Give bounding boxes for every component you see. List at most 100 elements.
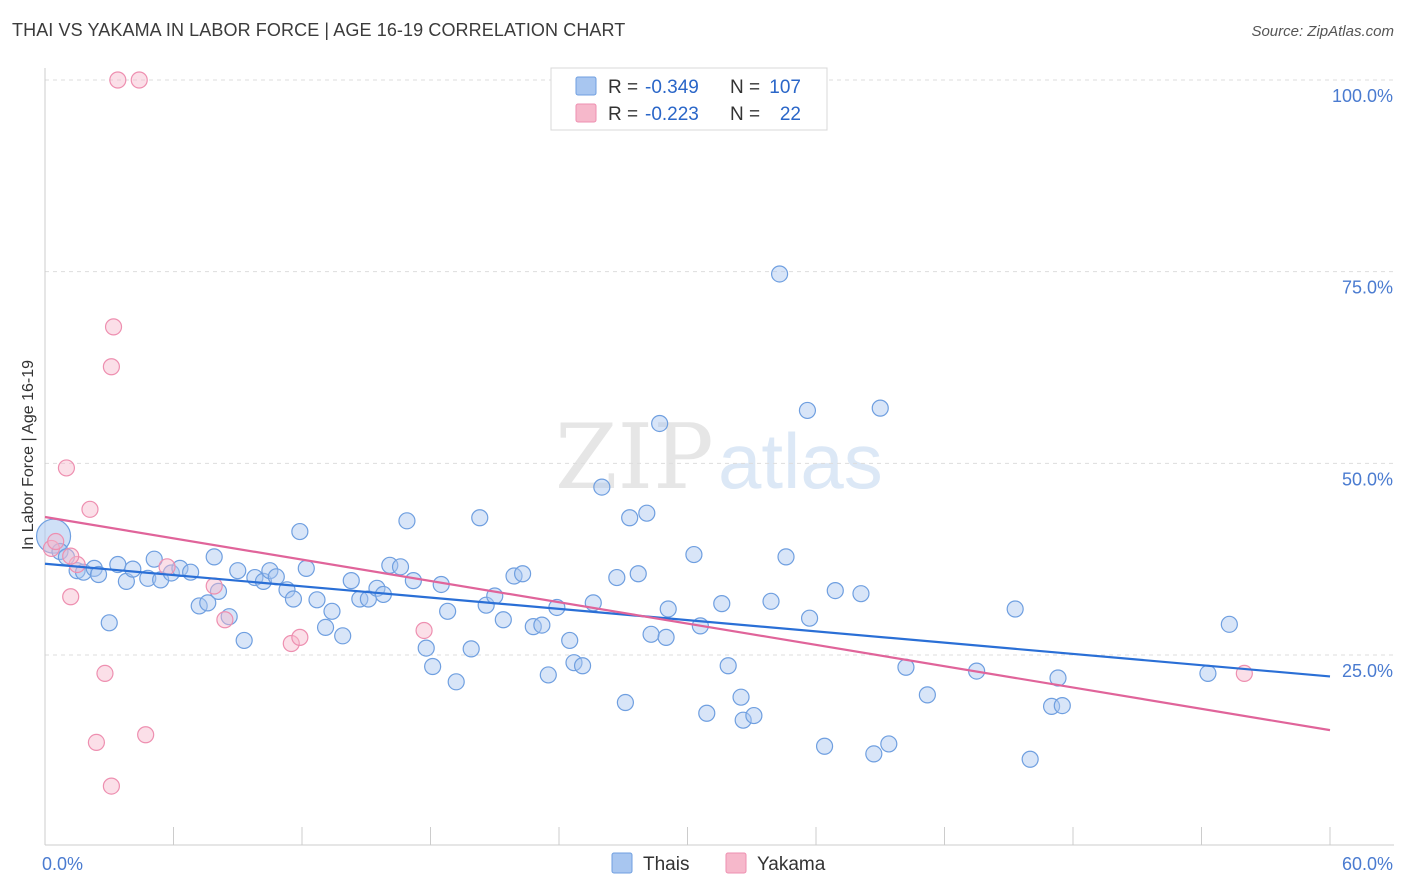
point-thais-81 bbox=[734, 711, 752, 729]
point-yakama-5 bbox=[81, 500, 99, 518]
point-thais-65 bbox=[593, 478, 611, 496]
source-credit: Source: ZipAtlas.com bbox=[1251, 23, 1394, 40]
correlation-legend: R = -0.349 N = 107 R = -0.223 N = 22 bbox=[550, 67, 828, 131]
point-thais-71 bbox=[651, 414, 669, 433]
watermark: ZIP atlas bbox=[555, 405, 883, 510]
point-yakama-10 bbox=[109, 71, 127, 89]
point-thais-70 bbox=[638, 504, 656, 522]
point-yakama-19 bbox=[415, 621, 433, 640]
point-yakama-9 bbox=[104, 318, 123, 336]
point-thais-36 bbox=[342, 572, 360, 590]
point-thais-19 bbox=[205, 548, 223, 566]
point-thais-59 bbox=[539, 666, 557, 684]
point-thais-79 bbox=[719, 657, 737, 675]
point-thais-6 bbox=[89, 565, 108, 584]
point-thais-86 bbox=[798, 401, 817, 420]
point-thais-61 bbox=[561, 631, 579, 650]
point-thais-97 bbox=[1006, 600, 1024, 618]
legend-swatch-yakama-bottom bbox=[725, 852, 747, 874]
y-tick-label-2: 75.0% bbox=[1342, 278, 1393, 298]
trend-line-thais bbox=[44, 562, 1331, 678]
point-thais-63 bbox=[573, 657, 592, 675]
legend-n-label-thais: N = bbox=[730, 77, 760, 98]
point-thais-12 bbox=[145, 550, 163, 568]
point-thais-103 bbox=[1220, 615, 1238, 633]
legend-label-thais: Thais bbox=[643, 854, 689, 875]
point-thais-26 bbox=[261, 562, 279, 580]
point-thais-49 bbox=[447, 673, 465, 691]
point-thais-32 bbox=[308, 591, 326, 609]
x-tick-label-1: 60.0% bbox=[1342, 854, 1393, 874]
series-yakama-points bbox=[42, 71, 1253, 795]
point-thais-56 bbox=[513, 565, 532, 583]
legend-swatch-thais-bottom bbox=[611, 852, 633, 874]
point-thais-58 bbox=[533, 616, 551, 634]
point-thais-18 bbox=[199, 594, 217, 612]
point-thais-89 bbox=[826, 581, 844, 600]
x-tick-label-0: 0.0% bbox=[42, 854, 83, 874]
point-yakama-16 bbox=[216, 611, 234, 629]
point-thais-34 bbox=[323, 602, 341, 620]
point-thais-92 bbox=[871, 399, 889, 417]
point-thais-46 bbox=[424, 657, 442, 676]
point-thais-90 bbox=[852, 585, 870, 603]
point-thais-82 bbox=[745, 706, 763, 725]
point-thais-91 bbox=[865, 745, 883, 763]
point-thais-7 bbox=[100, 614, 118, 632]
point-yakama-15 bbox=[205, 577, 223, 595]
point-thais-87 bbox=[800, 609, 819, 627]
point-thais-84 bbox=[770, 265, 789, 283]
point-thais-23 bbox=[229, 562, 247, 580]
point-thais-54 bbox=[494, 611, 512, 629]
point-thais-88 bbox=[815, 737, 834, 755]
point-thais-93 bbox=[880, 735, 898, 753]
point-thais-80 bbox=[732, 688, 750, 706]
point-yakama-12 bbox=[102, 777, 120, 795]
point-thais-10 bbox=[124, 560, 142, 578]
y-tick-label-1: 50.0% bbox=[1342, 469, 1393, 489]
point-thais-78 bbox=[713, 595, 731, 613]
legend-n-value-yakama: 22 bbox=[780, 104, 801, 125]
legend-n-value-thais: 107 bbox=[769, 77, 801, 98]
point-thais-77 bbox=[698, 704, 716, 722]
point-thais-51 bbox=[471, 509, 489, 527]
watermark-zip: ZIP bbox=[555, 405, 714, 510]
y-tick-label-3: 100.0% bbox=[1332, 86, 1393, 106]
point-thais-29 bbox=[284, 590, 303, 608]
point-thais-85 bbox=[777, 548, 795, 566]
point-thais-69 bbox=[629, 565, 647, 583]
point-thais-48 bbox=[439, 602, 457, 620]
chart-title: THAI VS YAKAMA IN LABOR FORCE | AGE 16-1… bbox=[12, 20, 626, 40]
point-yakama-13 bbox=[137, 726, 155, 744]
point-thais-102 bbox=[1199, 664, 1217, 683]
tick-labels: 25.0% 50.0% 75.0% 100.0% 0.0% 60.0% bbox=[42, 86, 1393, 874]
trend-lines bbox=[44, 515, 1331, 732]
point-thais-31 bbox=[297, 559, 315, 577]
point-thais-66 bbox=[608, 568, 626, 587]
point-yakama-2 bbox=[57, 459, 76, 477]
point-thais-68 bbox=[621, 509, 639, 527]
trend-line-yakama bbox=[44, 515, 1331, 732]
point-thais-83 bbox=[762, 592, 780, 610]
point-thais-27 bbox=[267, 568, 285, 586]
point-thais-75 bbox=[685, 545, 703, 564]
point-thais-101 bbox=[1053, 696, 1071, 715]
point-thais-33 bbox=[316, 618, 335, 637]
gridlines bbox=[45, 79, 1394, 656]
y-axis-label: In Labor Force | Age 16-19 bbox=[20, 360, 37, 550]
point-yakama-18 bbox=[291, 628, 309, 646]
legend-n-label-yakama: N = bbox=[730, 104, 760, 125]
point-thais-50 bbox=[462, 640, 480, 658]
watermark-atlas: atlas bbox=[718, 417, 883, 505]
legend-r-label-thais: R = bbox=[608, 77, 638, 98]
point-thais-57 bbox=[524, 618, 542, 636]
point-thais-95 bbox=[918, 686, 936, 704]
legend-r-value-yakama: -0.223 bbox=[645, 104, 699, 125]
point-thais-98 bbox=[1021, 750, 1039, 768]
legend-swatch-yakama bbox=[575, 103, 597, 123]
point-yakama-1 bbox=[47, 532, 65, 551]
point-yakama-11 bbox=[130, 71, 148, 89]
legend-swatch-thais bbox=[575, 76, 597, 96]
point-thais-35 bbox=[334, 627, 352, 645]
